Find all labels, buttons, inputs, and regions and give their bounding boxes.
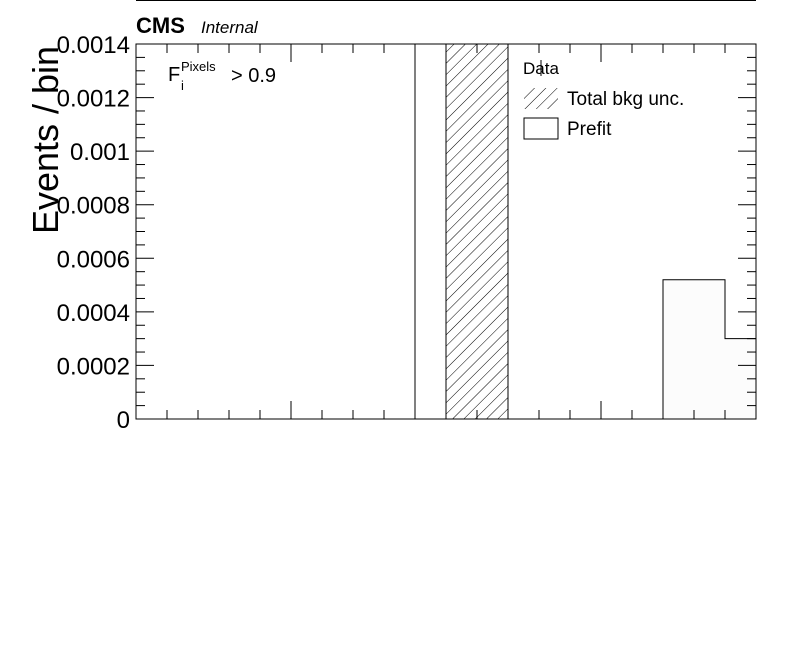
selection-subscript: i [181,78,184,93]
x-axis-ticks [135,44,757,419]
legend: Data Total bkg unc. Prefit [523,59,684,140]
y-tick-label: 0.0012 [57,86,130,113]
histograms [662,279,756,419]
selection-label: F i Pixels > 0.9 [168,59,276,93]
prefit-histogram-outline [662,279,756,419]
experiment-label: CMS [136,13,185,38]
status-label: Internal [201,18,259,37]
uncertainty-bands [445,43,509,420]
y-axis-ticks: 0 0.0002 0.0004 0.0006 0.0008 0.001 0.0012 0.00… [57,32,756,434]
legend-label-bkg-unc: Total bkg unc. [567,89,684,110]
y-tick-label: 0.0008 [57,193,130,220]
selection-superscript: Pixels [181,59,216,74]
legend-label-prefit: Prefit [567,119,612,140]
box-swatch-icon [523,117,559,140]
legend-entry-data: Data [523,59,559,78]
legend-entry-total-bkg-unc: Total bkg unc. [524,88,684,110]
y-tick-label: 0.001 [70,139,130,166]
legend-entry-prefit: Prefit [523,117,612,140]
legend-label-data: Data [523,59,559,78]
selection-cut: > 0.9 [231,65,276,87]
selection-variable: F [168,64,180,86]
prefit-bin-fill-0 [663,279,725,419]
y-axis-label: Events / bin [25,46,66,234]
y-tick-label: 0.0004 [57,300,130,327]
y-tick-label: 0.0014 [57,32,130,59]
y-tick-label: 0 [117,407,130,434]
bkg-unc-band-0 [445,43,509,420]
hatch-swatch-icon [524,88,558,109]
y-tick-label: 0.0002 [57,353,130,380]
y-tick-label: 0.0006 [57,246,130,273]
